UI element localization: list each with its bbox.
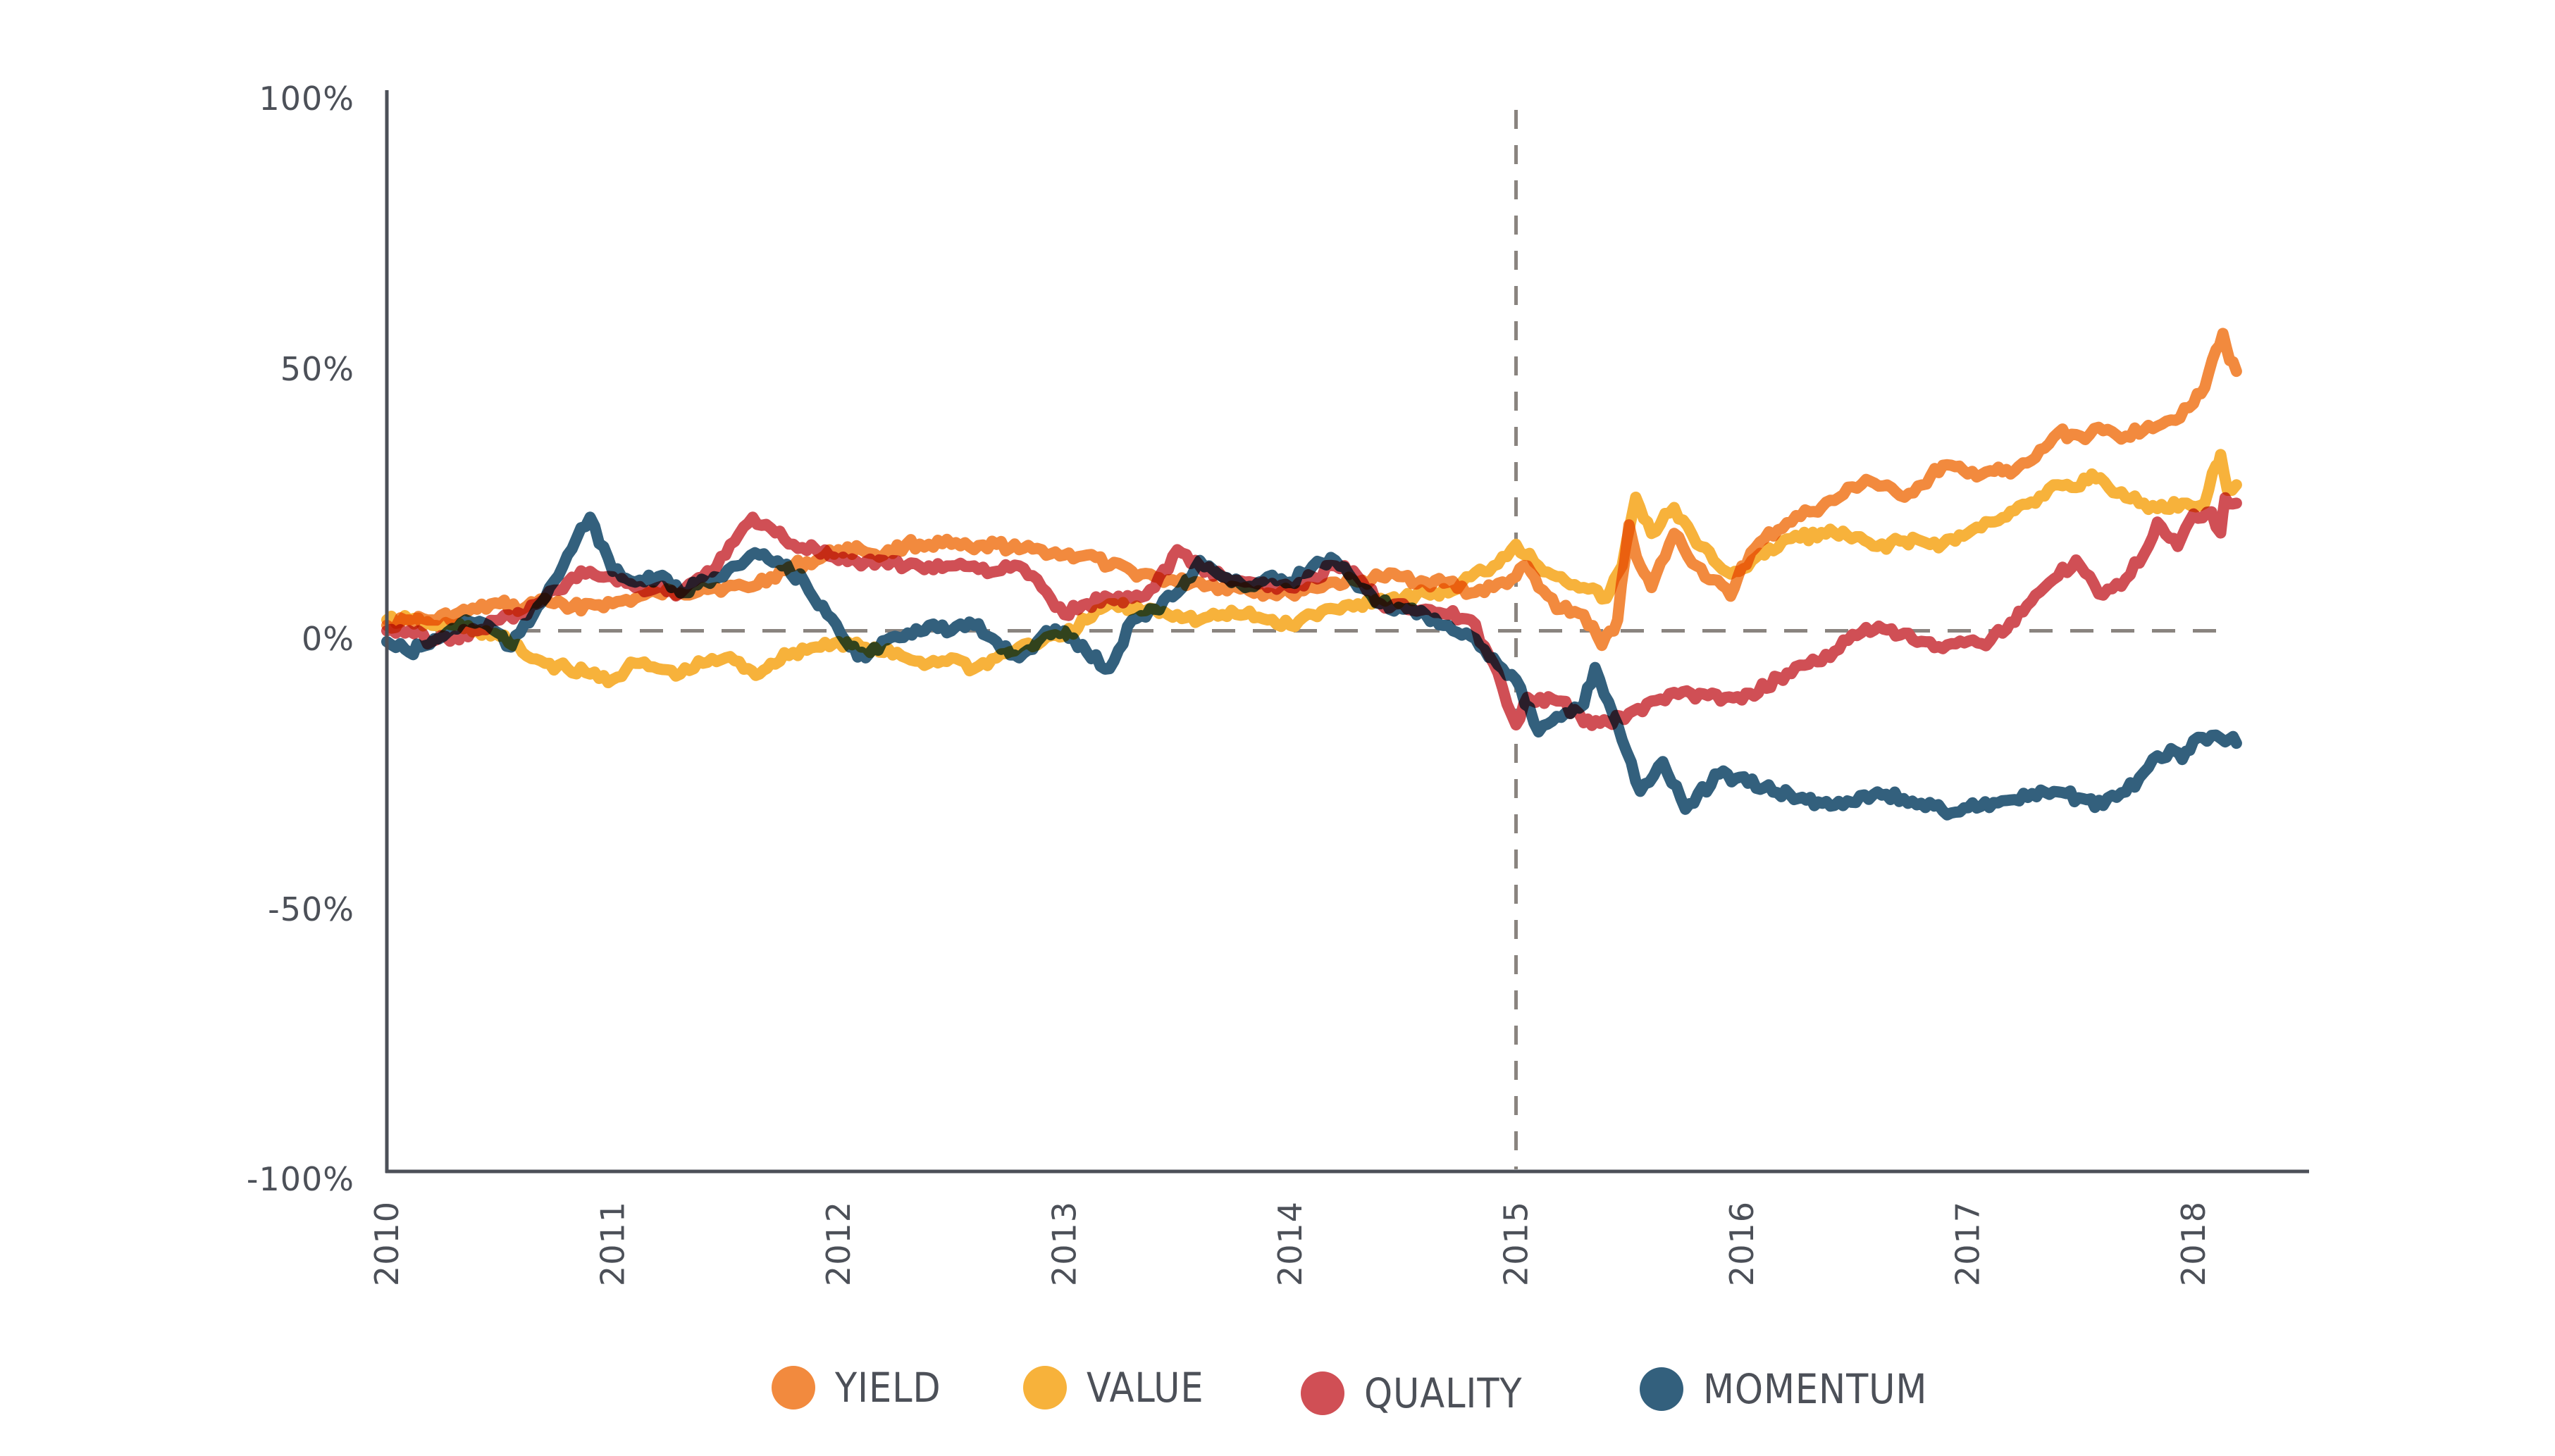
legend: YIELD VALUE QUALITY MOMENTUM bbox=[0, 1356, 2555, 1426]
legend-item-value[interactable]: VALUE bbox=[1023, 1356, 1220, 1419]
x-tick-label-2010: 2010 bbox=[368, 1201, 406, 1286]
x-tick-label-2015: 2015 bbox=[1497, 1201, 1535, 1286]
legend-swatch-momentum-icon bbox=[1640, 1367, 1683, 1411]
x-axis-tick-labels: 2010 2011 2012 2013 2014 2015 2016 2017 … bbox=[368, 1201, 2213, 1286]
x-tick-label-2018: 2018 bbox=[2174, 1201, 2213, 1286]
legend-label-value: VALUE bbox=[1087, 1364, 1204, 1412]
y-axis-tick-labels: 100% 50% 0% -50% -100% bbox=[247, 80, 354, 1198]
y-tick-label-50: 50% bbox=[280, 350, 354, 388]
legend-swatch-value-icon bbox=[1023, 1366, 1067, 1410]
x-tick-label-2013: 2013 bbox=[1046, 1201, 1084, 1286]
x-tick-label-2012: 2012 bbox=[819, 1201, 858, 1286]
y-tick-label-100: 100% bbox=[259, 80, 354, 118]
x-tick-label-2017: 2017 bbox=[1949, 1201, 1987, 1286]
series-line-momentum bbox=[381, 511, 2242, 821]
legend-label-yield: YIELD bbox=[835, 1364, 941, 1412]
legend-swatch-quality-icon bbox=[1301, 1371, 1344, 1415]
x-tick-label-2011: 2011 bbox=[594, 1201, 632, 1286]
legend-item-yield[interactable]: YIELD bbox=[772, 1356, 955, 1419]
x-tick-label-2014: 2014 bbox=[1271, 1201, 1309, 1286]
y-tick-label-0: 0% bbox=[302, 620, 354, 658]
series-lines bbox=[381, 328, 2242, 821]
legend-item-momentum[interactable]: MOMENTUM bbox=[1640, 1357, 1958, 1421]
legend-label-quality: QUALITY bbox=[1364, 1369, 1523, 1417]
legend-swatch-yield-icon bbox=[772, 1366, 815, 1410]
legend-label-momentum: MOMENTUM bbox=[1703, 1365, 1928, 1413]
y-tick-label-neg100: -100% bbox=[247, 1160, 354, 1198]
series-line-value bbox=[381, 449, 2242, 689]
series-line-yield bbox=[381, 328, 2242, 652]
y-tick-label-neg50: -50% bbox=[268, 890, 354, 928]
legend-item-quality[interactable]: QUALITY bbox=[1301, 1362, 1544, 1425]
x-tick-label-2016: 2016 bbox=[1723, 1201, 1761, 1286]
